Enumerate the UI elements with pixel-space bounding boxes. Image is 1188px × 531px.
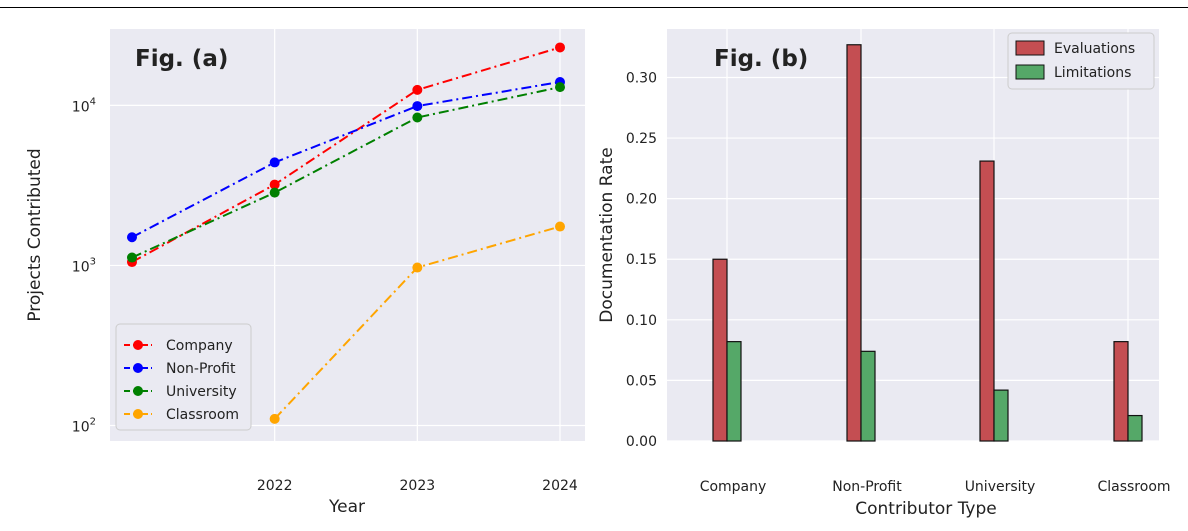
b-y-tick-label: 0.20	[626, 192, 657, 208]
bar-limitations-nonprofit	[860, 350, 876, 442]
data-point-university	[127, 252, 137, 263]
data-point-university	[412, 112, 423, 123]
legend-a-swatch-marker	[133, 363, 143, 373]
data-point-company	[269, 179, 280, 190]
bar-evaluations-classroom	[1113, 341, 1129, 442]
b-y-tick-label: 0.30	[626, 70, 657, 86]
legend-a-swatch-marker	[133, 409, 143, 419]
data-point-university	[269, 187, 280, 198]
a-y-tick-exp: 2	[90, 416, 96, 427]
b-x-tick-label: Non-Profit	[832, 479, 902, 495]
legend-b-swatch	[1015, 40, 1045, 56]
b-y-tick-label: 0.10	[626, 313, 657, 329]
series-line-company	[131, 46, 561, 263]
y-axis-label-b: Documentation Rate	[597, 147, 617, 322]
plot-a-series-points	[127, 42, 565, 424]
b-y-tick-label: 0.05	[626, 373, 657, 389]
a-y-tick-exp: 3	[90, 256, 96, 267]
b-x-tick-label: Company	[700, 479, 767, 495]
legend-b: Evaluations Limitations	[1007, 32, 1155, 90]
a-y-tick-label: 103	[72, 256, 96, 275]
data-point-nonprofit	[127, 232, 137, 243]
fig-a-label: Fig. (a)	[135, 46, 228, 72]
bar-evaluations-nonprofit	[846, 44, 862, 442]
a-y-tick-base: 10	[72, 99, 90, 115]
bar-limitations-company	[726, 341, 742, 442]
legend-a-label: Classroom	[166, 407, 239, 423]
a-y-tick-exp: 4	[90, 96, 96, 107]
bar-limitations-university	[993, 389, 1009, 442]
legend-b-label: Limitations	[1054, 65, 1131, 81]
b-y-tick-label: 0.25	[626, 131, 657, 147]
data-point-classroom	[269, 413, 280, 424]
fig-b-label: Fig. (b)	[714, 46, 808, 72]
plot-b-background	[667, 29, 1159, 441]
plot-b-y-tick-labels: 0.00 0.05 0.10 0.15 0.20 0.25 0.30	[626, 70, 657, 450]
legend-a-swatch-marker	[133, 340, 143, 350]
a-y-tick-base: 10	[72, 419, 90, 435]
data-point-classroom	[555, 221, 565, 232]
data-point-company	[555, 42, 565, 53]
x-axis-label-a: Year	[328, 497, 365, 517]
data-point-company	[412, 84, 423, 95]
legend-a-box	[115, 323, 252, 431]
legend-b-label: Evaluations	[1054, 41, 1135, 57]
bar-evaluations-company	[712, 258, 728, 442]
data-point-nonprofit	[269, 157, 280, 168]
a-x-tick-label: 2024	[542, 478, 578, 494]
data-point-classroom	[412, 262, 423, 273]
series-line-nonprofit	[131, 80, 561, 239]
plot-b-gridlines	[667, 29, 1159, 442]
legend-a-swatch-marker	[133, 386, 143, 396]
b-x-tick-label: Classroom	[1097, 479, 1170, 495]
bar-evaluations-university	[979, 160, 995, 442]
top-border-line	[0, 7, 1188, 8]
plot-b-bars	[712, 44, 1143, 442]
legend-a-label: Non-Profit	[166, 361, 236, 377]
a-y-tick-label: 104	[72, 96, 96, 115]
legend-a: Company Non-Profit University Classroom	[115, 323, 252, 431]
a-y-tick-base: 10	[72, 259, 90, 275]
legend-a-label: Company	[166, 338, 233, 354]
a-x-tick-label: 2022	[257, 478, 293, 494]
plot-b-x-tick-labels: Company Non-Profit University Classroom	[700, 479, 1171, 495]
a-x-tick-label: 2023	[400, 478, 436, 494]
data-point-nonprofit	[412, 101, 423, 112]
a-y-tick-label: 102	[72, 416, 96, 435]
y-axis-label-a: Projects Contributed	[25, 148, 45, 321]
legend-b-box	[1007, 32, 1155, 90]
legend-a-label: University	[166, 384, 237, 400]
data-point-university	[555, 82, 565, 93]
bar-limitations-classroom	[1127, 414, 1143, 442]
legend-b-swatch	[1015, 64, 1045, 80]
b-x-tick-label: University	[965, 479, 1036, 495]
b-y-tick-label: 0.00	[626, 434, 657, 450]
b-y-tick-label: 0.15	[626, 252, 657, 268]
plot-a-x-tick-labels: 2022 2023 2024	[257, 478, 578, 494]
x-axis-label-b: Contributor Type	[855, 499, 997, 519]
